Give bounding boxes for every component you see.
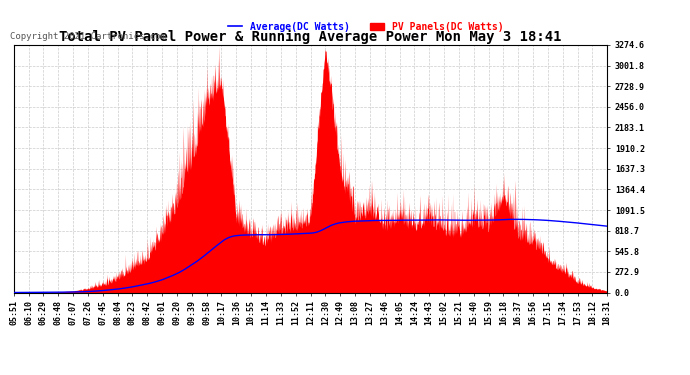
Text: Copyright 2021 Cartronics.com: Copyright 2021 Cartronics.com: [10, 32, 166, 41]
Title: Total PV Panel Power & Running Average Power Mon May 3 18:41: Total PV Panel Power & Running Average P…: [59, 30, 562, 44]
Legend: Average(DC Watts), PV Panels(DC Watts): Average(DC Watts), PV Panels(DC Watts): [224, 18, 507, 36]
